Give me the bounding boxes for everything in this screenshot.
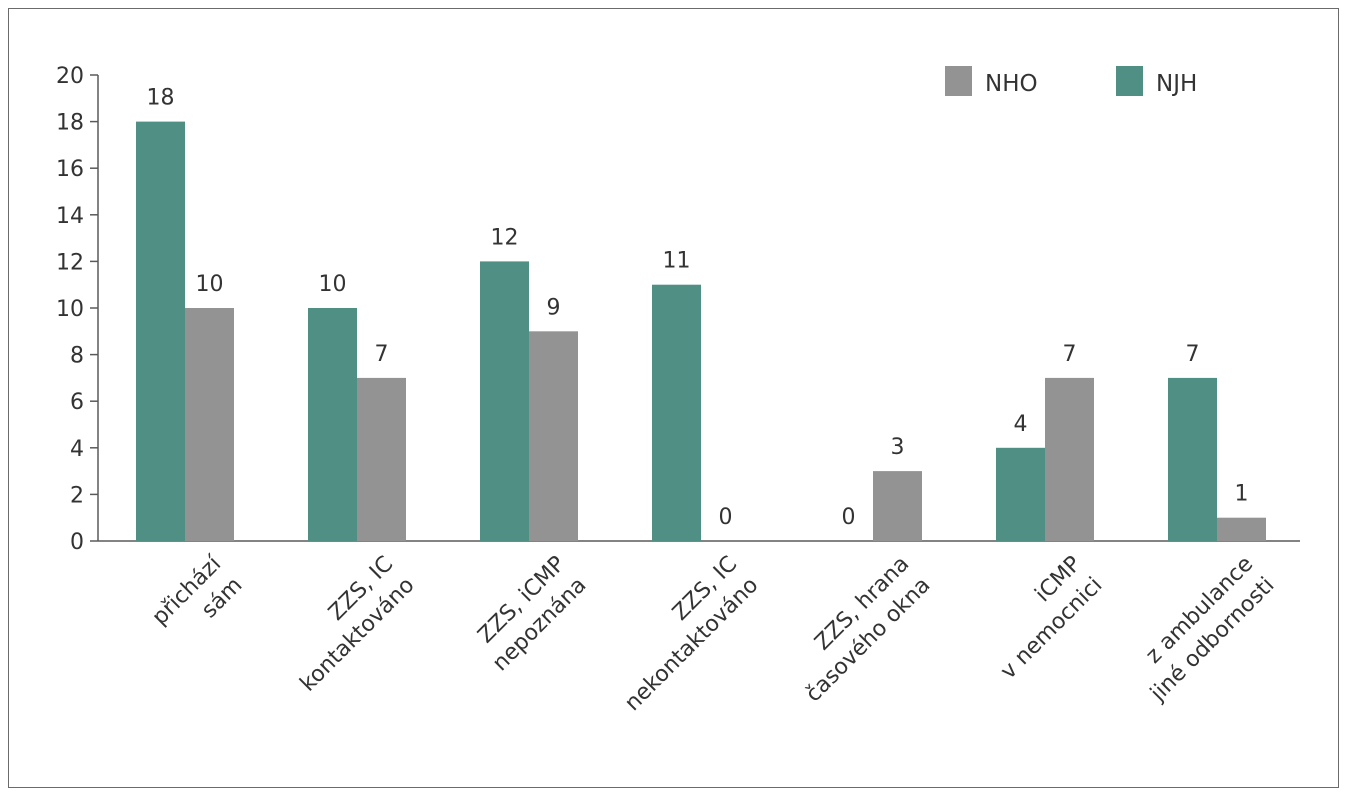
y-tick-label: 18 <box>56 111 84 136</box>
legend-swatch-njh <box>1116 66 1143 96</box>
data-label-nho: 7 <box>1063 342 1077 367</box>
data-label-nho: 10 <box>196 272 224 297</box>
data-label-nho: 3 <box>891 435 905 460</box>
bar-njh <box>136 121 185 541</box>
y-tick-label: 4 <box>70 437 84 462</box>
data-label-njh: 11 <box>663 249 691 274</box>
y-tick-label: 12 <box>56 250 84 275</box>
y-tick-label: 20 <box>56 64 84 89</box>
y-tick-label: 8 <box>70 344 84 369</box>
y-tick-label: 0 <box>70 530 84 555</box>
y-tick-label: 2 <box>70 483 84 508</box>
bar-nho <box>1045 377 1094 541</box>
data-label-nho: 0 <box>719 505 733 530</box>
y-tick-label: 14 <box>56 204 84 229</box>
bar-nho <box>873 471 922 541</box>
data-labels: 18 10 10 7 12 9 11 0 0 3 4 7 7 1 <box>147 86 1249 530</box>
bar-njh <box>996 447 1045 541</box>
legend: NHO NJH <box>945 66 1197 97</box>
data-label-njh: 7 <box>1186 342 1200 367</box>
bar-njh <box>1168 377 1217 541</box>
data-label-njh: 10 <box>319 272 347 297</box>
data-label-njh: 18 <box>147 86 175 111</box>
legend-swatch-nho <box>945 66 972 96</box>
data-label-njh: 4 <box>1014 412 1028 437</box>
data-label-njh: 0 <box>842 505 856 530</box>
y-tick-label: 16 <box>56 157 84 182</box>
bars <box>136 121 1266 541</box>
y-tick-label: 10 <box>56 297 84 322</box>
data-label-nho: 7 <box>375 342 389 367</box>
bar-njh <box>308 308 357 541</box>
bar-nho <box>357 377 406 541</box>
data-label-nho: 9 <box>547 295 561 320</box>
bar-nho <box>1217 517 1266 541</box>
data-label-nho: 1 <box>1235 482 1249 507</box>
bar-njh <box>480 261 529 541</box>
bar-nho <box>529 331 578 541</box>
bar-nho <box>185 308 234 541</box>
data-label-njh: 12 <box>491 225 519 250</box>
legend-label-nho: NHO <box>985 71 1038 97</box>
legend-label-njh: NJH <box>1156 71 1197 97</box>
y-tick-label: 6 <box>70 390 84 415</box>
bar-njh <box>652 284 701 541</box>
